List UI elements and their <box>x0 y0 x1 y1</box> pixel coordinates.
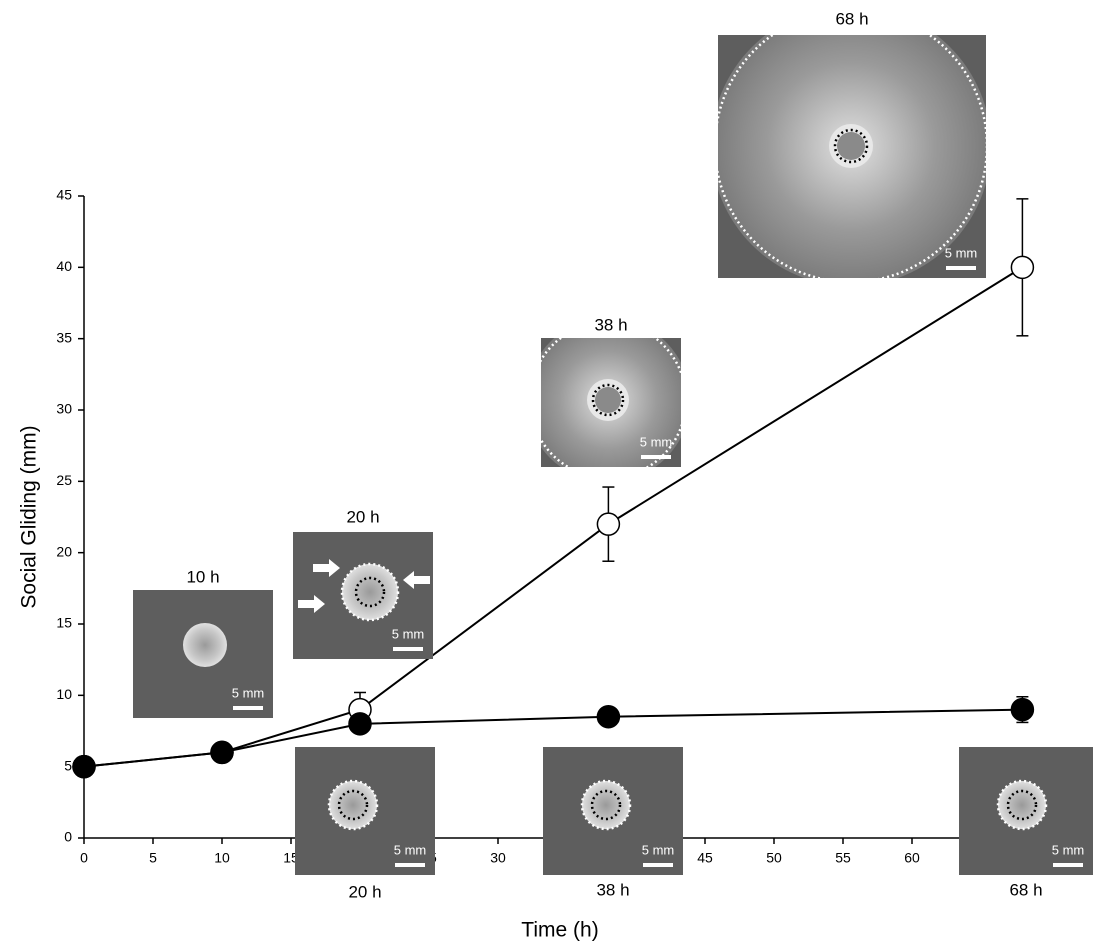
y-tick-label: 10 <box>56 686 72 702</box>
y-tick-label: 0 <box>64 829 72 845</box>
x-tick-label: 60 <box>904 850 920 866</box>
x-tick-label: 5 <box>149 850 157 866</box>
marker <box>597 706 619 728</box>
scale-label: 5 mm <box>945 245 978 260</box>
inset-label: 68 h <box>835 9 868 28</box>
scale-bar <box>393 647 423 651</box>
inset-label: 10 h <box>186 567 219 586</box>
inset-label: 20 h <box>348 882 381 901</box>
scale-bar <box>643 863 673 867</box>
inset: 5 mm 68 h <box>959 747 1093 899</box>
y-tick-label: 45 <box>56 187 72 203</box>
scale-label: 5 mm <box>232 685 265 700</box>
x-tick-label: 10 <box>214 850 230 866</box>
y-tick-label: 25 <box>56 472 72 488</box>
inset-label: 68 h <box>1009 880 1042 899</box>
core <box>837 132 865 160</box>
inset-label: 38 h <box>596 880 629 899</box>
x-tick-label: 50 <box>766 850 782 866</box>
inset-label: 20 h <box>346 507 379 526</box>
inset: 5 mm 38 h <box>526 315 690 482</box>
marker <box>1011 699 1033 721</box>
y-axis-label: Social Gliding (mm) <box>18 425 41 608</box>
scale-bar <box>233 706 263 710</box>
inset: 5 mm 10 h <box>133 567 273 718</box>
x-tick-label: 55 <box>835 850 851 866</box>
marker <box>211 741 233 763</box>
marker <box>597 513 619 535</box>
y-tick-label: 35 <box>56 329 72 345</box>
scale-bar <box>395 863 425 867</box>
scale-bar <box>946 266 976 270</box>
marker <box>1011 256 1033 278</box>
scale-label: 5 mm <box>640 434 673 449</box>
scale-label: 5 mm <box>1052 842 1085 857</box>
scale-label: 5 mm <box>392 626 425 641</box>
inset: 5 mm 20 h <box>295 747 435 901</box>
y-tick-label: 30 <box>56 401 72 417</box>
x-tick-label: 0 <box>80 850 88 866</box>
x-tick-label: 30 <box>490 850 506 866</box>
inset-label: 38 h <box>594 315 627 334</box>
chart: Time (h) Social Gliding (mm) 0 5 10 15 20 25 3… <box>0 0 1093 945</box>
y-tick-label: 5 <box>64 757 72 773</box>
scale-bar <box>641 455 671 459</box>
marker <box>73 756 95 778</box>
inset: 5 mm 68 h <box>711 6 991 286</box>
inset: 5 mm 38 h <box>543 747 683 899</box>
y-tick-label: 40 <box>56 258 72 274</box>
x-axis-label: Time (h) <box>521 919 598 942</box>
scale-label: 5 mm <box>642 842 675 857</box>
colony <box>183 623 227 667</box>
y-tick-label: 15 <box>56 615 72 631</box>
y-tick-label: 20 <box>56 543 72 559</box>
inset: 5 mm 20 h <box>293 507 433 659</box>
marker <box>349 713 371 735</box>
scale-label: 5 mm <box>394 842 427 857</box>
core <box>595 387 621 413</box>
scale-bar <box>1053 863 1083 867</box>
x-tick-label: 45 <box>697 850 713 866</box>
